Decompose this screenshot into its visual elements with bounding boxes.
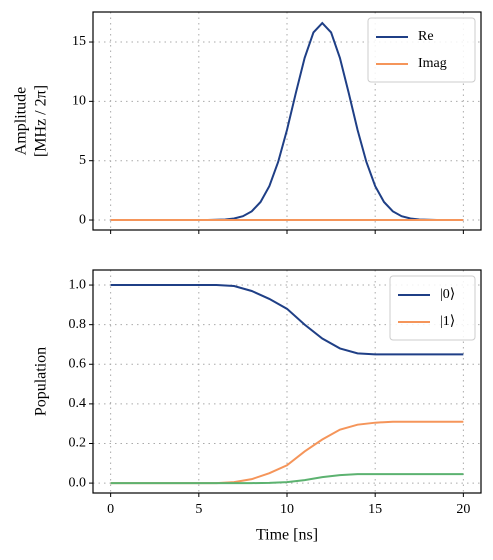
- y-axis-label: [MHz / 2π]: [33, 85, 50, 157]
- x-tick-label: 10: [280, 502, 294, 517]
- series-line: [110, 473, 464, 485]
- axes-frame: [92, 11, 482, 231]
- y-axis-label: Amplitude: [13, 87, 30, 155]
- y-tick-label: 0.6: [69, 356, 87, 371]
- y-axis-label: Population: [33, 347, 50, 416]
- legend-label: |1⟩: [440, 314, 455, 329]
- legend-label: Imag: [418, 56, 447, 71]
- y-tick-label: 0.2: [69, 436, 87, 451]
- y-tick-label: 0.4: [69, 396, 87, 411]
- x-axis-label: Time [ns]: [256, 527, 318, 544]
- y-tick-label: 0.8: [69, 317, 87, 332]
- legend-label: |0⟩: [440, 287, 455, 302]
- y-tick-label: 1.0: [69, 277, 87, 292]
- x-tick-label: 5: [195, 502, 202, 517]
- y-tick-label: 10: [72, 94, 86, 109]
- y-tick-label: 0.0: [69, 475, 87, 490]
- y-tick-label: 5: [79, 153, 86, 168]
- series-line: [110, 284, 464, 356]
- legend-label: Re: [418, 29, 434, 44]
- x-tick-label: 20: [456, 502, 470, 517]
- axes-frame: [92, 269, 482, 494]
- x-tick-label: 15: [368, 502, 382, 517]
- x-tick-label: 0: [107, 502, 114, 517]
- y-tick-label: 15: [72, 34, 86, 49]
- legend-box: [367, 17, 476, 83]
- legend-box: [389, 275, 476, 341]
- y-tick-label: 0: [79, 212, 86, 227]
